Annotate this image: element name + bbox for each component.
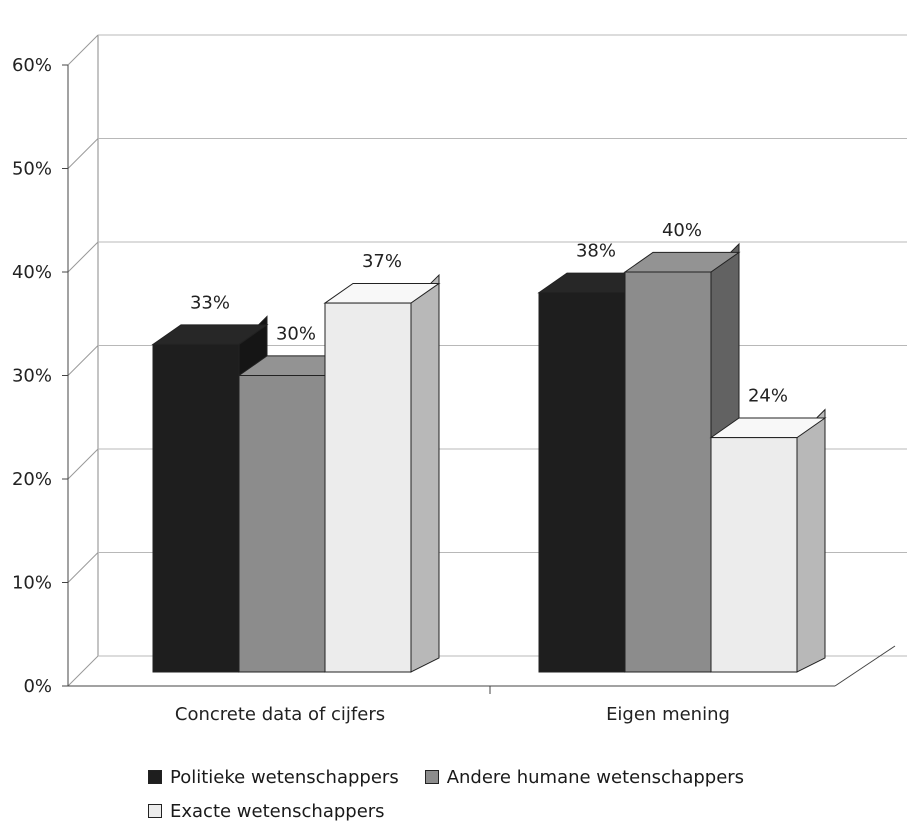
bar <box>624 271 712 673</box>
legend-swatch-politieke <box>148 770 162 784</box>
data-label: 30% <box>276 324 316 345</box>
legend-swatch-exacte <box>148 804 162 818</box>
legend-item-politieke: Politieke wetenschappers <box>148 767 399 788</box>
legend-item-exacte: Exacte wetenschappers <box>148 801 385 822</box>
bar <box>324 302 412 673</box>
gridline-diagonal <box>67 448 99 480</box>
y-tick-label: 10% <box>12 573 52 594</box>
bar <box>238 375 326 673</box>
floor-right-edge <box>834 645 896 687</box>
x-tick-label: Concrete data of cijfers <box>175 704 385 725</box>
gridline-diagonal <box>67 34 99 66</box>
data-label: 37% <box>362 251 402 272</box>
legend-swatch-andere <box>424 770 439 784</box>
legend: Politieke wetenschappers Andere humane w… <box>148 760 770 828</box>
legend-item-andere: Andere humane wetenschappers <box>424 766 745 788</box>
data-label: 40% <box>662 220 702 241</box>
y-tick-label: 60% <box>12 55 52 76</box>
bar <box>152 343 240 673</box>
y-tick-label: 30% <box>12 366 52 387</box>
legend-label-exacte: Exacte wetenschappers <box>170 800 385 822</box>
x-tick-label: Eigen mening <box>606 704 730 725</box>
bar <box>538 292 626 673</box>
y-tick-label: 0% <box>23 676 52 697</box>
y-tick-label: 40% <box>12 262 52 283</box>
bar-side <box>796 408 826 673</box>
legend-label-andere: Andere humane wetenschappers <box>446 766 745 788</box>
gridline-diagonal <box>67 552 99 583</box>
y-tick-label: 20% <box>12 469 52 490</box>
gridline-diagonal <box>67 138 99 169</box>
bar-side <box>410 273 440 673</box>
gridline-diagonal <box>67 241 99 273</box>
data-label: 24% <box>748 386 788 407</box>
y-tick-label: 50% <box>12 159 52 180</box>
legend-label-politieke: Politieke wetenschappers <box>170 766 399 788</box>
data-label: 38% <box>576 241 616 262</box>
data-label: 33% <box>190 292 230 313</box>
gridline-diagonal <box>67 345 99 376</box>
bar <box>710 437 798 673</box>
gridline-diagonal <box>67 655 99 687</box>
